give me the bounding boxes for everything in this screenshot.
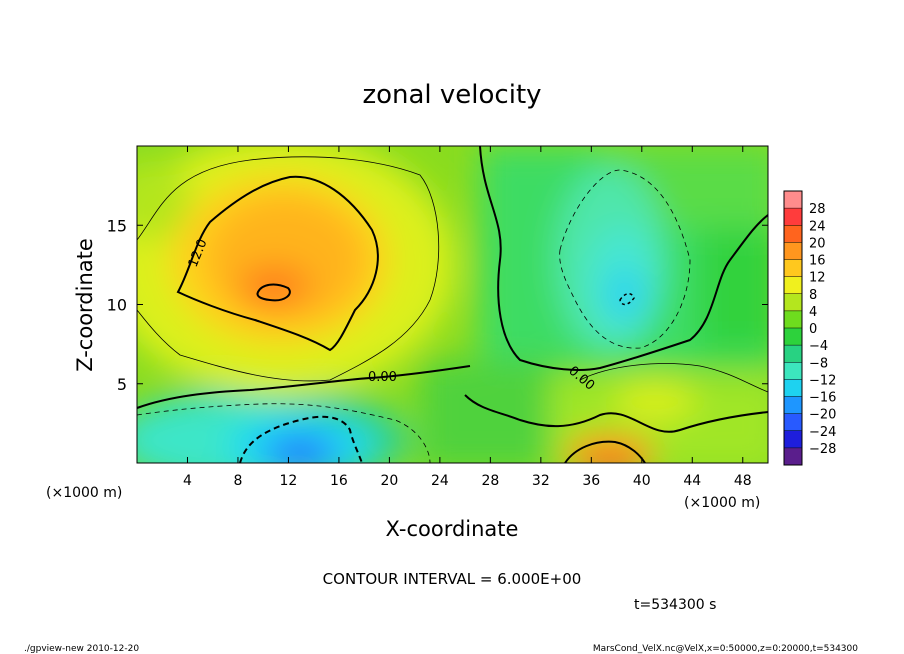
y-tick-label: 15	[107, 216, 127, 235]
contour-label-0-left: 0.00	[368, 370, 397, 385]
colorbar-band	[784, 242, 802, 260]
colorbar-label: −8	[809, 356, 828, 371]
footer-left: ./gpview-new 2010-12-20	[24, 644, 139, 654]
contour-6	[137, 156, 440, 382]
x-axis-label: X-coordinate	[386, 517, 519, 541]
colorbar-label: 12	[809, 271, 826, 286]
colorbar-label: −4	[809, 339, 828, 354]
y-axis-label: Z-coordinate	[73, 238, 97, 372]
colorbar-band	[784, 225, 802, 243]
y-axis-ticks: 5 10 15	[107, 216, 768, 394]
x-tick-label: 20	[380, 473, 398, 489]
colorbar-band	[784, 328, 802, 346]
time-label: t=534300 s	[634, 597, 716, 613]
colorbar-label: −24	[809, 425, 836, 440]
x-tick-label: 16	[330, 473, 348, 489]
x-tick-label: 12	[280, 473, 298, 489]
chart-title: zonal velocity	[362, 80, 541, 110]
contour-interval: CONTOUR INTERVAL = 6.000E+00	[323, 570, 582, 588]
contour-0	[137, 146, 768, 409]
colorbar-band	[784, 447, 802, 465]
x-axis-ticks: 4 8 12 16 20 24 28 32 36 40 44 48	[183, 146, 752, 489]
colorbar-band	[784, 276, 802, 294]
colorbar-label: −16	[809, 391, 836, 406]
colorbar-band	[784, 293, 802, 311]
x-tick-label: 8	[233, 473, 242, 489]
colorbar-label: 8	[809, 288, 817, 303]
colorbar-label: 24	[809, 219, 826, 234]
colorbar-band	[784, 396, 802, 414]
y-tick-label: 5	[117, 375, 127, 394]
x-tick-label: 48	[734, 473, 752, 489]
colorbar-label: 28	[809, 202, 826, 217]
x-tick-label: 4	[183, 473, 192, 489]
contour-18-right	[564, 440, 646, 463]
x-tick-label: 40	[633, 473, 651, 489]
contour-18	[256, 283, 291, 302]
colorbar-band	[784, 379, 802, 397]
footer-right: MarsCond_VelX.nc@VelX,x=0:50000,z=0:2000…	[593, 644, 858, 654]
x-tick-label: 32	[532, 473, 550, 489]
colorbar-label: 20	[809, 236, 826, 251]
x-tick-label: 36	[582, 473, 600, 489]
colorbar-label: 16	[809, 254, 826, 269]
x-axis-unit-left: (×1000 m)	[46, 485, 122, 501]
colorbar-band	[784, 430, 802, 448]
contour-12	[176, 175, 379, 352]
contour-0-lower	[464, 394, 768, 433]
plot-area: 12.0 0.00 0.00	[137, 146, 768, 463]
colorbar-label: 0	[809, 322, 817, 337]
y-tick-label: 10	[107, 296, 127, 315]
colorbar-label: −20	[809, 408, 836, 423]
contour-6-right	[579, 363, 768, 393]
contour-neg12-right	[619, 293, 635, 306]
colorbar-band	[784, 259, 802, 277]
colorbar-band	[784, 362, 802, 380]
colorbar-band	[784, 413, 802, 431]
colorbar-band	[784, 310, 802, 328]
contour-neg12	[239, 415, 363, 463]
colorbar-label: −28	[809, 442, 836, 457]
contour-neg6-right	[559, 169, 691, 349]
colorbar-band	[784, 191, 802, 209]
colorbar-label: 4	[809, 305, 817, 320]
x-tick-label: 44	[683, 473, 701, 489]
contour-lines	[137, 146, 768, 463]
colorbar: −28 −24 −20 −16 −12 −8 −4 0 4 8 12 16 20 24 28	[783, 190, 836, 466]
x-tick-label: 28	[481, 473, 499, 489]
colorbar-band	[784, 345, 802, 363]
contour-neg6	[137, 403, 431, 463]
x-axis-unit-right: (×1000 m)	[684, 495, 760, 511]
colorbar-label: −12	[809, 373, 836, 388]
x-tick-label: 24	[431, 473, 449, 489]
colorbar-band	[784, 208, 802, 226]
